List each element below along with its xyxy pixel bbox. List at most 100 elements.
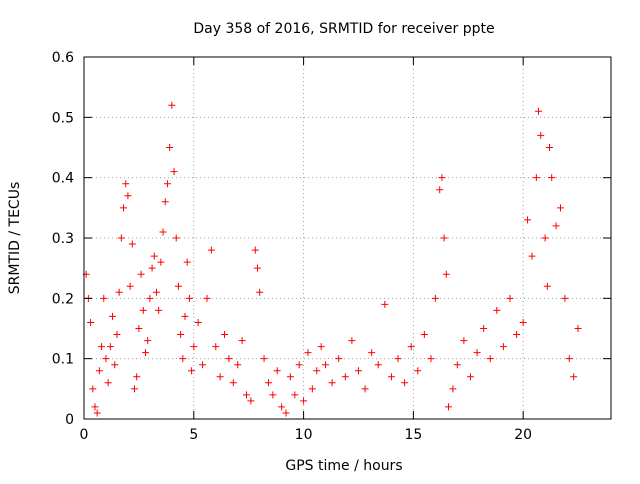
data-point	[115, 288, 123, 296]
data-point	[190, 343, 198, 351]
data-point	[100, 294, 108, 302]
data-point	[552, 222, 560, 230]
data-point	[486, 355, 494, 363]
data-point	[133, 373, 141, 381]
data-point	[427, 355, 435, 363]
data-point	[207, 246, 215, 254]
data-point	[150, 252, 158, 260]
data-point	[543, 282, 551, 290]
data-point	[368, 349, 376, 357]
y-tick-label: 0.4	[52, 171, 74, 187]
data-point	[528, 252, 536, 260]
data-point	[282, 409, 290, 417]
data-point	[256, 288, 264, 296]
data-point	[264, 379, 272, 387]
data-point	[480, 325, 488, 332]
data-point	[141, 349, 149, 357]
data-point	[260, 355, 268, 363]
data-point	[113, 331, 121, 339]
data-point	[541, 234, 549, 242]
data-point	[466, 373, 474, 381]
data-point	[381, 300, 389, 308]
data-point	[109, 312, 117, 320]
data-point	[234, 361, 242, 369]
data-point	[513, 331, 521, 339]
data-point	[98, 343, 106, 351]
data-point	[473, 349, 481, 357]
x-tick-label: 5	[189, 427, 198, 443]
data-point	[519, 318, 527, 326]
data-point	[106, 343, 114, 351]
y-axis-label: SRMTID / TECUs	[7, 182, 23, 295]
data-point	[506, 294, 514, 302]
data-point	[420, 331, 428, 339]
data-point	[442, 270, 450, 278]
x-tick-label: 0	[80, 427, 89, 443]
data-point	[155, 306, 163, 314]
data-point	[221, 331, 229, 339]
data-point	[111, 361, 119, 369]
data-point	[556, 204, 564, 212]
data-point	[407, 343, 415, 351]
data-point	[131, 385, 139, 393]
data-point	[120, 204, 128, 212]
data-point	[166, 144, 174, 151]
data-point	[548, 174, 556, 182]
data-point	[87, 318, 95, 326]
data-point	[335, 355, 343, 363]
data-point	[328, 379, 336, 387]
data-point	[493, 306, 501, 314]
x-tick-label: 20	[514, 427, 532, 443]
data-point	[137, 270, 145, 278]
data-point	[499, 343, 507, 351]
data-point	[374, 361, 382, 369]
data-point	[144, 337, 152, 345]
data-point	[269, 391, 277, 399]
data-point	[291, 391, 299, 399]
data-point	[159, 228, 167, 236]
data-point	[203, 294, 211, 302]
data-point	[460, 337, 468, 345]
data-point	[91, 403, 99, 411]
data-point	[126, 282, 134, 290]
data-point	[449, 385, 457, 393]
data-point	[104, 379, 112, 387]
data-point	[354, 367, 362, 375]
data-point	[436, 186, 444, 194]
data-point	[163, 180, 171, 188]
data-point	[216, 373, 224, 381]
x-axis-label: GPS time / hours	[285, 458, 402, 474]
data-point	[532, 174, 540, 182]
y-tick-label: 0.5	[52, 110, 74, 126]
data-point	[185, 294, 193, 302]
data-point	[122, 180, 130, 188]
data-point	[278, 403, 286, 411]
y-tick-label: 0.3	[52, 231, 74, 247]
data-point	[313, 367, 321, 375]
chart-title: Day 358 of 2016, SRMTID for receiver ppt…	[193, 21, 494, 37]
grid	[84, 57, 611, 419]
data-point	[453, 361, 461, 369]
data-point	[89, 385, 97, 393]
data-point	[561, 294, 569, 302]
data-point	[139, 306, 147, 314]
x-tick-label: 10	[295, 427, 313, 443]
data-point	[174, 282, 182, 290]
data-point	[253, 264, 261, 272]
data-point	[199, 361, 207, 369]
data-point	[546, 144, 554, 151]
y-tick-label: 0.6	[52, 50, 74, 66]
data-points	[82, 101, 582, 417]
data-point	[135, 325, 143, 332]
data-point	[440, 234, 448, 242]
data-point	[431, 294, 439, 302]
data-point	[341, 373, 349, 381]
data-point	[387, 373, 395, 381]
data-point	[238, 337, 246, 345]
data-point	[348, 337, 356, 345]
data-point	[183, 258, 191, 266]
data-point	[172, 234, 180, 242]
data-point	[124, 192, 132, 200]
data-point	[535, 107, 543, 115]
